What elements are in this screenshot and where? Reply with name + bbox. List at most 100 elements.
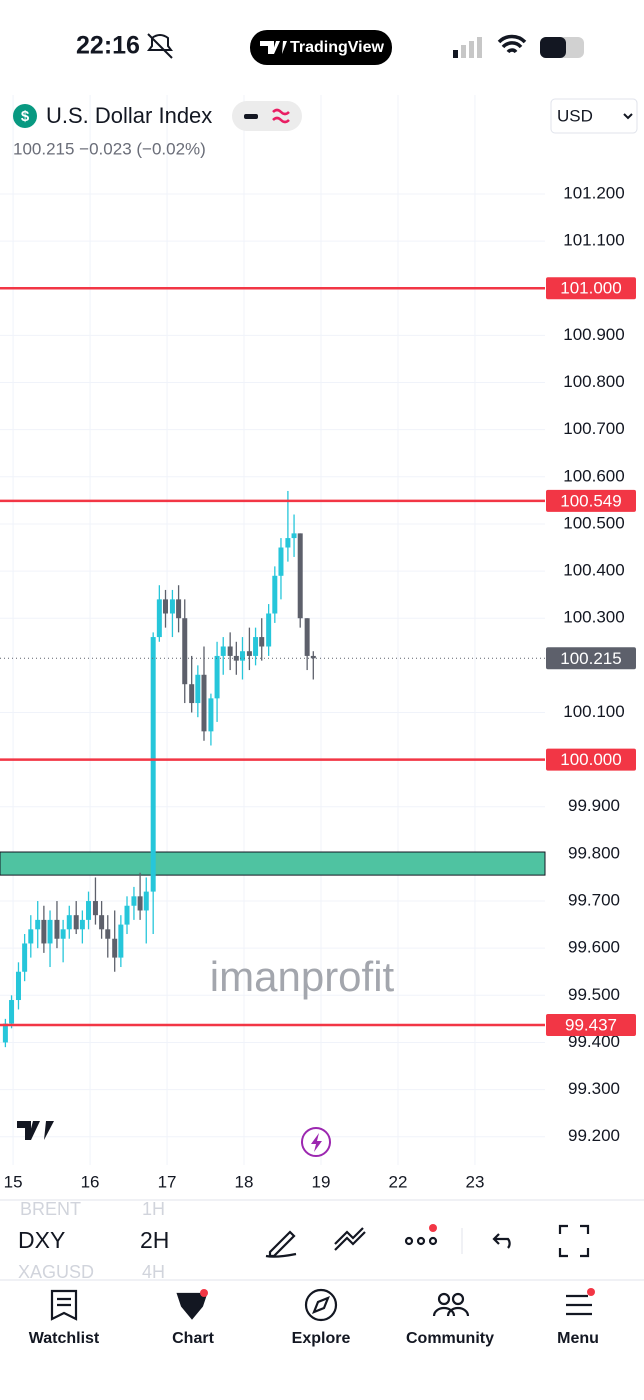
- brush-tool[interactable]: [265, 1230, 297, 1258]
- candle-body: [227, 646, 233, 656]
- candle-body: [253, 637, 259, 656]
- y-tick-label: 99.600: [568, 938, 620, 957]
- interval[interactable]: 2H: [140, 1227, 169, 1253]
- x-tick-label: 18: [235, 1172, 254, 1191]
- community-icon: [432, 1306, 470, 1317]
- y-tick-label: 99.300: [568, 1079, 620, 1098]
- badge: [200, 1289, 208, 1297]
- candle-body: [259, 637, 265, 647]
- symbol-name: U.S. Dollar Index: [46, 103, 212, 128]
- candle-body: [201, 674, 207, 732]
- candle-body: [73, 915, 79, 930]
- price-label: 100.215: [560, 649, 621, 668]
- currency: USD: [557, 106, 593, 125]
- candle-body: [278, 547, 284, 576]
- candle-body: [150, 637, 156, 892]
- nav-icons: [50, 1288, 592, 1322]
- more-dot[interactable]: [404, 1236, 414, 1246]
- prev-symbol: BRENT: [20, 1199, 81, 1219]
- signal: [453, 37, 482, 58]
- candle-body: [92, 901, 98, 916]
- next-interval: 4H: [142, 1262, 165, 1282]
- candle-body: [189, 684, 195, 704]
- nav-label[interactable]: Menu: [557, 1330, 599, 1347]
- candle-body: [291, 533, 297, 539]
- level-tag: [546, 489, 636, 512]
- candle-body: [124, 905, 130, 925]
- candle-body: [163, 599, 169, 614]
- bolt: [311, 1133, 322, 1152]
- symbol-logo: [13, 104, 37, 128]
- y-tick-label: 101.200: [563, 183, 624, 202]
- prev-interval: 1H: [142, 1199, 165, 1219]
- candle-body: [182, 618, 188, 685]
- candle-body: [35, 919, 41, 930]
- candle-body: [54, 919, 60, 939]
- pattern-tool[interactable]: [334, 1227, 366, 1251]
- candle-body: [297, 533, 303, 619]
- candle-body: [112, 938, 118, 958]
- logo-glyph: $: [21, 108, 30, 125]
- fullscreen[interactable]: [558, 1224, 590, 1258]
- community-icon: [451, 1292, 465, 1306]
- price-tag: [546, 647, 636, 670]
- status-dash: [244, 114, 258, 119]
- candle-body: [214, 655, 220, 699]
- battery-level: [540, 37, 566, 58]
- y-tick-label: 100.600: [563, 466, 624, 485]
- level-label: 99.437: [565, 1015, 617, 1034]
- x-tick-label: 17: [158, 1172, 177, 1191]
- currency-select[interactable]: [550, 98, 638, 134]
- candle-body: [60, 929, 66, 939]
- y-tick-label: 100.500: [563, 513, 624, 532]
- candle-body: [15, 971, 21, 1001]
- level-tag: [546, 1014, 636, 1037]
- watermark: imanprofit: [210, 953, 395, 1000]
- watchlist-icon: [50, 1289, 78, 1321]
- next-symbol: XAGUSD: [18, 1262, 94, 1282]
- y-tick-label: 101.100: [563, 231, 624, 250]
- quote: 100.215 −0.023 (−0.02%): [13, 139, 206, 158]
- candle-body: [143, 891, 149, 911]
- status-wave: [272, 108, 290, 124]
- x-tick-label: 22: [389, 1172, 408, 1191]
- candle-body: [9, 1000, 15, 1024]
- more-dot: [416, 1236, 426, 1246]
- candle-body: [22, 943, 28, 972]
- compass: [312, 1296, 330, 1314]
- level-label: 100.549: [560, 491, 621, 510]
- nav-label[interactable]: Chart: [172, 1330, 214, 1347]
- badge: [587, 1288, 595, 1296]
- badge: [429, 1224, 437, 1232]
- level-tag: [546, 277, 636, 300]
- y-tick-label: 99.700: [568, 891, 620, 910]
- candle-body: [156, 599, 162, 638]
- symbol[interactable]: DXY: [18, 1227, 65, 1253]
- candle-body: [285, 538, 291, 548]
- zone: [0, 851, 546, 876]
- candle-body: [79, 919, 85, 930]
- wifi: [497, 34, 527, 54]
- y-tick-label: 99.800: [568, 843, 620, 862]
- chart-icon: [176, 1292, 208, 1320]
- more-dot: [428, 1236, 438, 1246]
- nav-label[interactable]: Community: [406, 1330, 494, 1347]
- candle-body: [208, 698, 214, 732]
- x-tick-label: 19: [312, 1172, 331, 1191]
- y-tick-label: 100.800: [563, 372, 624, 391]
- plot: 15 16 17 18 19 22 23 101.200 101.100 100.900 100.8…: [0, 95, 636, 1191]
- undo[interactable]: [492, 1233, 511, 1249]
- menu-icon: [566, 1294, 592, 1316]
- candle-body: [86, 901, 92, 920]
- x-tick-label: 16: [81, 1172, 100, 1191]
- x-tick-label: 15: [4, 1172, 23, 1191]
- candle-body: [47, 919, 53, 944]
- nav-label[interactable]: Watchlist: [29, 1330, 100, 1347]
- y-tick-label: 100.300: [563, 608, 624, 627]
- nav-label[interactable]: Explore: [292, 1330, 351, 1347]
- candle-body: [176, 599, 182, 619]
- level-label: 101.000: [560, 279, 621, 298]
- level-label: 100.000: [560, 750, 621, 769]
- explore-icon: [304, 1288, 338, 1322]
